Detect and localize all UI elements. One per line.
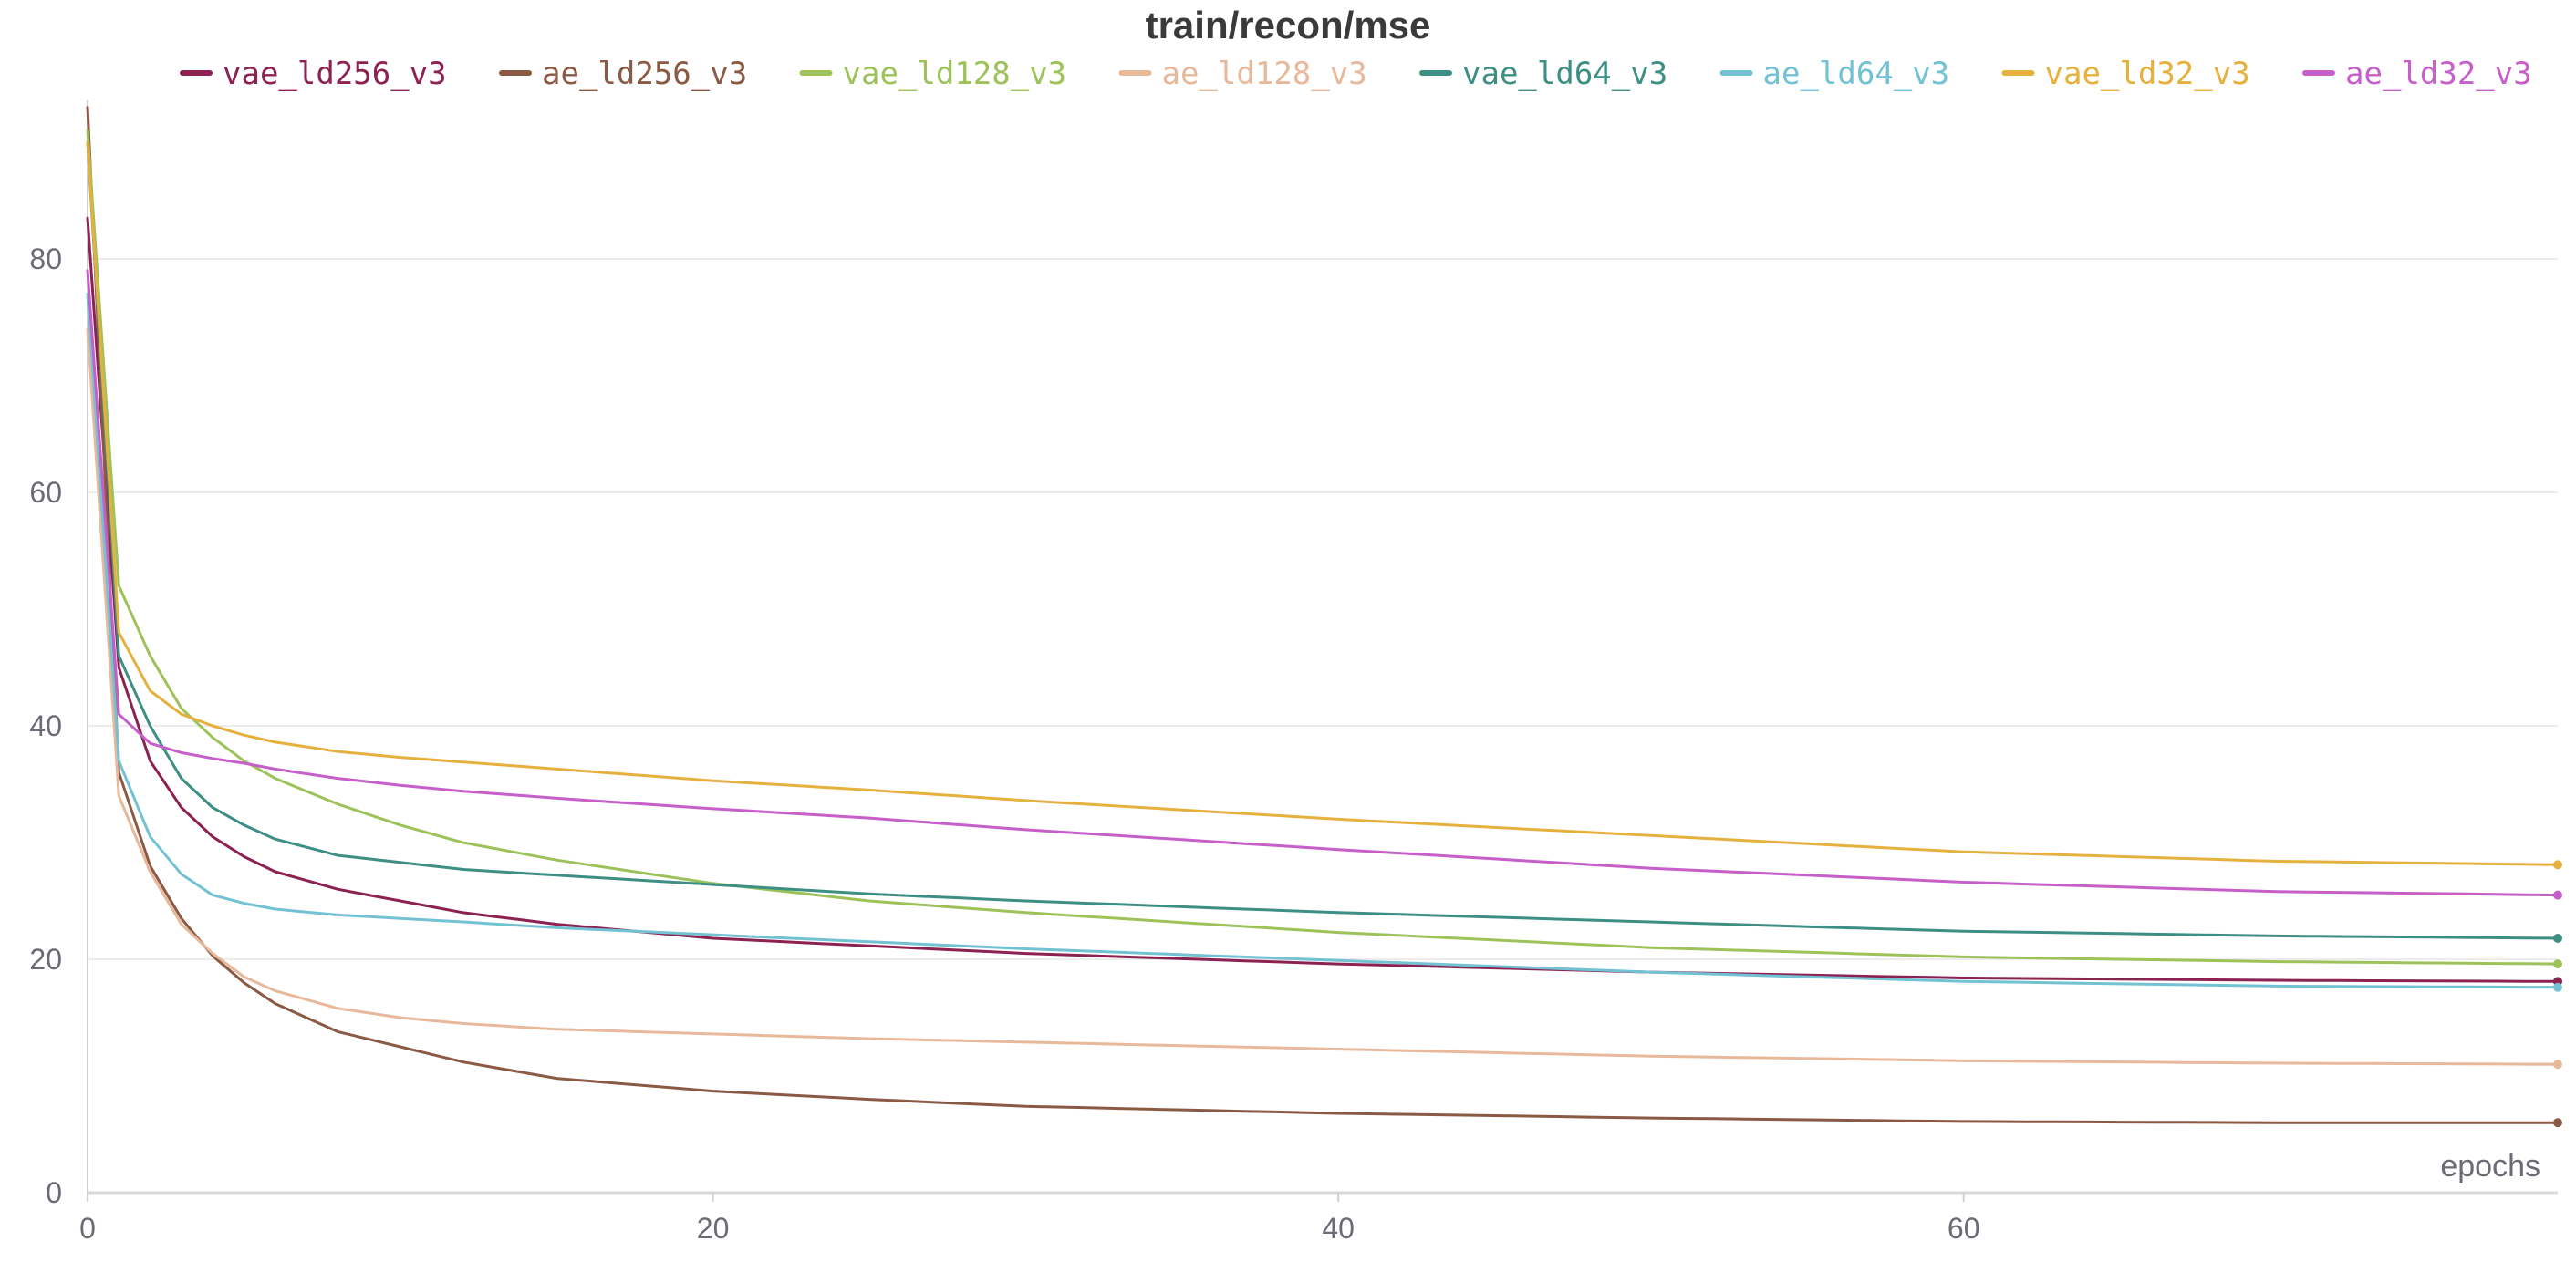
legend-label: vae_ld32_v3	[2045, 56, 2250, 92]
series-end-point-ae_ld128_v3	[2553, 1060, 2562, 1070]
legend-label: ae_ld256_v3	[542, 56, 747, 92]
x-tick-label: 40	[1322, 1212, 1355, 1245]
series-line-vae_ld32_v3	[86, 140, 2560, 866]
legend-label: vae_ld256_v3	[223, 56, 447, 92]
x-axis-title: epochs	[2440, 1149, 2540, 1184]
chart-title: train/recon/mse	[1146, 4, 1431, 47]
series-line-ae_ld256_v3	[86, 106, 2560, 1124]
series-end-point-ae_ld32_v3	[2553, 890, 2562, 900]
series-line-ae_ld64_v3	[86, 292, 2560, 989]
legend-item-vae_ld256_v3[interactable]: vae_ld256_v3	[180, 56, 447, 92]
axes: 0 20 40 60	[79, 100, 2558, 1245]
series-end-point-vae_ld64_v3	[2553, 933, 2562, 943]
series-end-point-ae_ld256_v3	[2553, 1118, 2562, 1128]
y-tick-label: 20	[29, 943, 62, 976]
legend-item-vae_ld32_v3[interactable]: vae_ld32_v3	[2001, 56, 2250, 92]
y-tick-label: 0	[46, 1176, 62, 1209]
legend-item-vae_ld64_v3[interactable]: vae_ld64_v3	[1419, 56, 1667, 92]
x-tick-label: 60	[1948, 1212, 1980, 1245]
legend-item-vae_ld128_v3[interactable]: vae_ld128_v3	[799, 56, 1067, 92]
legend-label: vae_ld128_v3	[843, 56, 1067, 92]
series-end-point-vae_ld32_v3	[2553, 860, 2562, 870]
x-tick-label: 20	[697, 1212, 730, 1245]
legend-item-ae_ld128_v3[interactable]: ae_ld128_v3	[1118, 56, 1367, 92]
series-layer	[86, 106, 2562, 1128]
legend-label: ae_ld128_v3	[1162, 56, 1367, 92]
legend-item-ae_ld64_v3[interactable]: ae_ld64_v3	[1719, 56, 1950, 92]
series-line-ae_ld32_v3	[86, 269, 2560, 897]
series-line-vae_ld256_v3	[86, 216, 2560, 983]
y-tick-label: 40	[29, 709, 62, 742]
legend-item-ae_ld32_v3[interactable]: ae_ld32_v3	[2302, 56, 2532, 92]
legend: vae_ld256_v3 ae_ld256_v3 vae_ld128_v3 ae_ld…	[180, 56, 2532, 92]
legend-label: ae_ld64_v3	[1763, 56, 1950, 92]
series-line-ae_ld128_v3	[86, 327, 2560, 1066]
legend-item-ae_ld256_v3[interactable]: ae_ld256_v3	[499, 56, 747, 92]
series-end-point-vae_ld128_v3	[2553, 959, 2562, 969]
grid: 0 20 40 60 80	[29, 243, 2558, 1209]
y-tick-label: 80	[29, 243, 62, 275]
legend-label: vae_ld64_v3	[1462, 56, 1667, 92]
series-line-vae_ld128_v3	[86, 129, 2560, 966]
series-line-vae_ld64_v3	[86, 140, 2560, 940]
x-tick-label: 0	[79, 1212, 96, 1245]
series-end-point-ae_ld64_v3	[2553, 982, 2562, 992]
y-tick-label: 60	[29, 476, 62, 509]
legend-label: ae_ld32_v3	[2345, 56, 2532, 92]
